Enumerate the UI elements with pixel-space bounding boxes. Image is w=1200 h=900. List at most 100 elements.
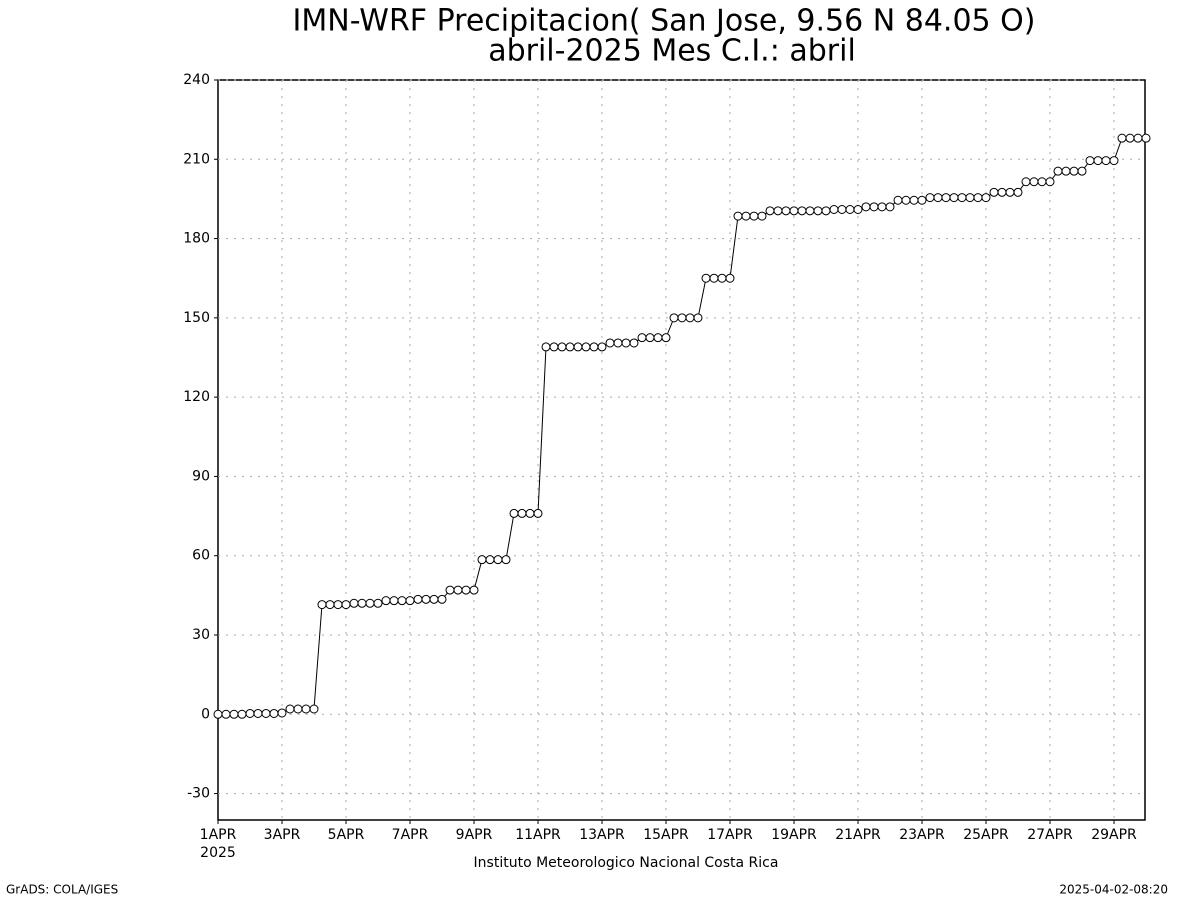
data-point <box>533 508 543 518</box>
data-point <box>317 600 327 610</box>
data-point <box>445 585 455 595</box>
y-tick-label: 90 <box>192 468 210 484</box>
x-tick-label: 9APR <box>456 827 493 843</box>
data-point <box>773 206 783 216</box>
data-point <box>565 342 575 352</box>
data-point <box>557 342 567 352</box>
chart-title: IMN-WRF Precipitacion( San Jose, 9.56 N … <box>293 4 1036 39</box>
y-tick-label: 180 <box>183 231 210 247</box>
data-point <box>781 206 791 216</box>
data-point <box>293 704 303 714</box>
data-point <box>1013 187 1023 197</box>
data-point <box>269 708 279 718</box>
x-tick-label: 19APR <box>771 827 817 843</box>
plot-frame <box>217 79 1146 821</box>
data-point <box>661 333 671 343</box>
data-point <box>277 708 287 718</box>
data-point <box>973 193 983 203</box>
data-point <box>1109 156 1119 166</box>
data-point <box>1085 156 1095 166</box>
data-point <box>965 193 975 203</box>
footer-left: GrADS: COLA/IGES <box>6 883 118 897</box>
data-point <box>429 594 439 604</box>
data-point <box>597 342 607 352</box>
data-point <box>349 598 359 608</box>
data-point <box>981 193 991 203</box>
data-point <box>877 202 887 212</box>
data-point <box>413 594 423 604</box>
data-point <box>853 205 863 214</box>
data-point <box>765 206 775 216</box>
data-point <box>517 508 527 518</box>
data-point <box>989 187 999 197</box>
data-point <box>677 313 687 323</box>
data-point <box>381 596 391 606</box>
y-tick-label: -30 <box>187 786 210 802</box>
data-point <box>1093 156 1103 166</box>
data-point <box>869 202 879 212</box>
data-point <box>301 704 311 714</box>
data-point <box>1141 133 1151 143</box>
y-tick-label: 60 <box>192 548 210 564</box>
data-point <box>693 313 703 323</box>
data-point <box>621 338 631 348</box>
data-point <box>501 555 511 565</box>
data-point <box>797 206 807 216</box>
footer-right: 2025-04-02-08:20 <box>1059 883 1168 897</box>
data-point <box>1061 166 1071 176</box>
data-point <box>629 338 639 348</box>
data-point <box>461 585 471 595</box>
data-point <box>837 205 847 214</box>
data-point <box>997 187 1007 197</box>
x-year-label: 2025 <box>200 845 236 861</box>
x-tick-label: 17APR <box>707 827 753 843</box>
x-tick-label: 25APR <box>963 827 1009 843</box>
data-point <box>757 211 767 221</box>
data-point <box>309 704 319 714</box>
data-point <box>605 338 615 348</box>
data-point <box>741 211 751 221</box>
x-tick-label: 3APR <box>264 827 301 843</box>
data-point <box>357 598 367 608</box>
y-tick-label: 150 <box>183 310 210 326</box>
x-tick-label: 29APR <box>1091 827 1137 843</box>
x-tick-label: 7APR <box>392 827 429 843</box>
data-point <box>805 206 815 216</box>
data-point <box>885 202 895 212</box>
data-point <box>821 206 831 216</box>
data-point <box>1037 177 1047 187</box>
data-point <box>405 596 415 606</box>
data-point <box>1069 166 1079 176</box>
data-point <box>637 333 647 343</box>
data-point <box>949 193 959 203</box>
data-point <box>845 205 855 214</box>
data-point <box>245 708 255 718</box>
data-point <box>525 508 535 518</box>
x-tick-label: 1APR <box>200 827 237 843</box>
data-point <box>1077 166 1087 176</box>
data-point <box>573 342 583 352</box>
data-point <box>861 202 871 212</box>
data-point <box>749 211 759 221</box>
data-point <box>941 193 951 203</box>
data-point <box>1125 133 1135 143</box>
data-point <box>325 600 335 610</box>
data-point <box>453 585 463 595</box>
data-point <box>909 195 919 205</box>
data-point <box>645 333 655 343</box>
data-point <box>653 333 663 343</box>
x-tick-label: 15APR <box>643 827 689 843</box>
data-point <box>221 709 231 719</box>
data-point <box>613 338 623 348</box>
x-tick-label: 13APR <box>579 827 625 843</box>
data-point <box>237 709 247 719</box>
data-point <box>813 206 823 216</box>
x-tick-label: 11APR <box>515 827 561 843</box>
y-tick-label: 30 <box>192 627 210 643</box>
data-point <box>213 709 223 719</box>
data-point <box>365 598 375 608</box>
data-point <box>541 342 551 352</box>
data-point <box>477 555 487 565</box>
data-point <box>389 596 399 606</box>
